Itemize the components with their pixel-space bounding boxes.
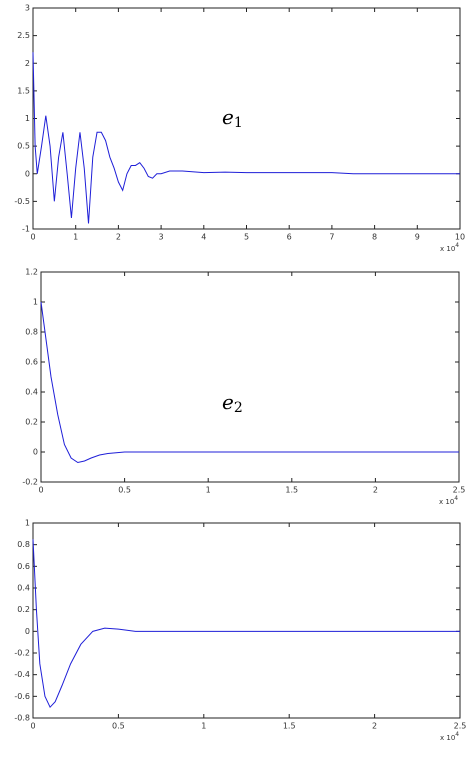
y-tick-label: 0 xyxy=(25,627,30,636)
x-tick-label: 6 xyxy=(287,233,292,242)
y-tick-label: 0.4 xyxy=(25,388,38,397)
x-tick-label: 1 xyxy=(73,233,78,242)
x-tick-label: 0.5 xyxy=(112,722,125,731)
x-tick-label: 1 xyxy=(201,722,206,731)
y-tick-label: 1 xyxy=(33,298,38,307)
y-tick-label: 0.2 xyxy=(17,605,30,614)
x-tick-label: 1 xyxy=(206,486,211,495)
x-tick-label: 5 xyxy=(244,233,249,242)
data-line xyxy=(32,52,460,224)
plot-frame xyxy=(32,522,461,719)
y-tick-label: 0.6 xyxy=(25,358,38,367)
y-tick-label: -1 xyxy=(22,225,30,234)
y-tick-label: 1.5 xyxy=(17,86,30,95)
x-tick-label: 9 xyxy=(415,233,420,242)
annotation-subscript: 2 xyxy=(234,400,243,416)
y-tick-label: 0.6 xyxy=(17,562,30,571)
x-tick-label: 0.5 xyxy=(118,486,131,495)
y-tick-label: 3 xyxy=(25,4,30,13)
y-tick-label: 2.5 xyxy=(17,31,30,40)
x-multiplier-base: x 10 xyxy=(439,498,454,506)
y-tick-label: 0.4 xyxy=(17,584,30,593)
y-tick-label: 0.2 xyxy=(25,418,38,427)
y-tick-label: -0.4 xyxy=(14,670,30,679)
x-multiplier: x 104 xyxy=(440,731,459,743)
y-tick-label: 1 xyxy=(25,519,30,528)
x-tick-label: 10 xyxy=(455,233,465,242)
x-tick-label: 1.5 xyxy=(283,722,296,731)
x-tick-label: 4 xyxy=(201,233,206,242)
plot-frame xyxy=(32,7,461,230)
y-tick-label: 0.8 xyxy=(25,328,38,337)
x-multiplier-base: x 10 xyxy=(440,245,455,253)
x-tick-label: 0 xyxy=(30,722,35,731)
y-tick-label: -0.8 xyxy=(14,714,30,723)
y-tick-label: -0.5 xyxy=(14,197,30,206)
y-tick-label: 1.2 xyxy=(25,268,38,277)
x-tick-label: 2 xyxy=(372,722,377,731)
x-multiplier-exponent: 4 xyxy=(455,731,459,738)
plot: -0.8 -0.6 -0.4 -0.2 0 0.2 0.4 0.6 0.8 1 0 0.5 1 1.5 2 2… xyxy=(14,519,466,743)
x-tick-label: 2 xyxy=(116,233,121,242)
x-tick-label: 3 xyxy=(159,233,164,242)
annotation-subscript: 1 xyxy=(234,115,243,131)
x-multiplier-exponent: 4 xyxy=(455,242,459,249)
y-tick-label: 0.5 xyxy=(17,142,30,151)
x-multiplier-base: x 10 xyxy=(440,734,455,742)
x-multiplier: x 104 xyxy=(439,495,458,507)
annotation-symbol: e xyxy=(222,105,234,129)
y-tick-label: 0 xyxy=(25,169,30,178)
x-multiplier-exponent: 4 xyxy=(454,495,458,502)
y-tick-label: -0.2 xyxy=(22,478,38,487)
x-tick-label: 2.5 xyxy=(454,722,466,731)
x-tick-label: 7 xyxy=(329,233,334,242)
x-multiplier: x 104 xyxy=(440,242,459,254)
x-tick-label: 1.5 xyxy=(285,486,298,495)
y-tick-label: 0 xyxy=(33,448,38,457)
y-tick-label: 2 xyxy=(25,59,30,68)
annotation: e1 xyxy=(222,105,243,132)
annotation-symbol: e xyxy=(222,390,234,414)
x-tick-label: 0 xyxy=(30,233,35,242)
y-tick-label: 0.8 xyxy=(17,540,30,549)
y-tick-label: 1 xyxy=(25,114,30,123)
x-tick-label: 2.5 xyxy=(453,486,466,495)
x-tick-label: 8 xyxy=(372,233,377,242)
y-tick-label: -0.2 xyxy=(14,649,30,658)
x-tick-label: 0 xyxy=(38,486,43,495)
x-tick-label: 2 xyxy=(373,486,378,495)
annotation: e2 xyxy=(222,390,243,417)
y-tick-label: -0.6 xyxy=(14,692,30,701)
data-line xyxy=(32,539,460,709)
data-line xyxy=(40,301,459,464)
plot-frame xyxy=(40,271,460,483)
